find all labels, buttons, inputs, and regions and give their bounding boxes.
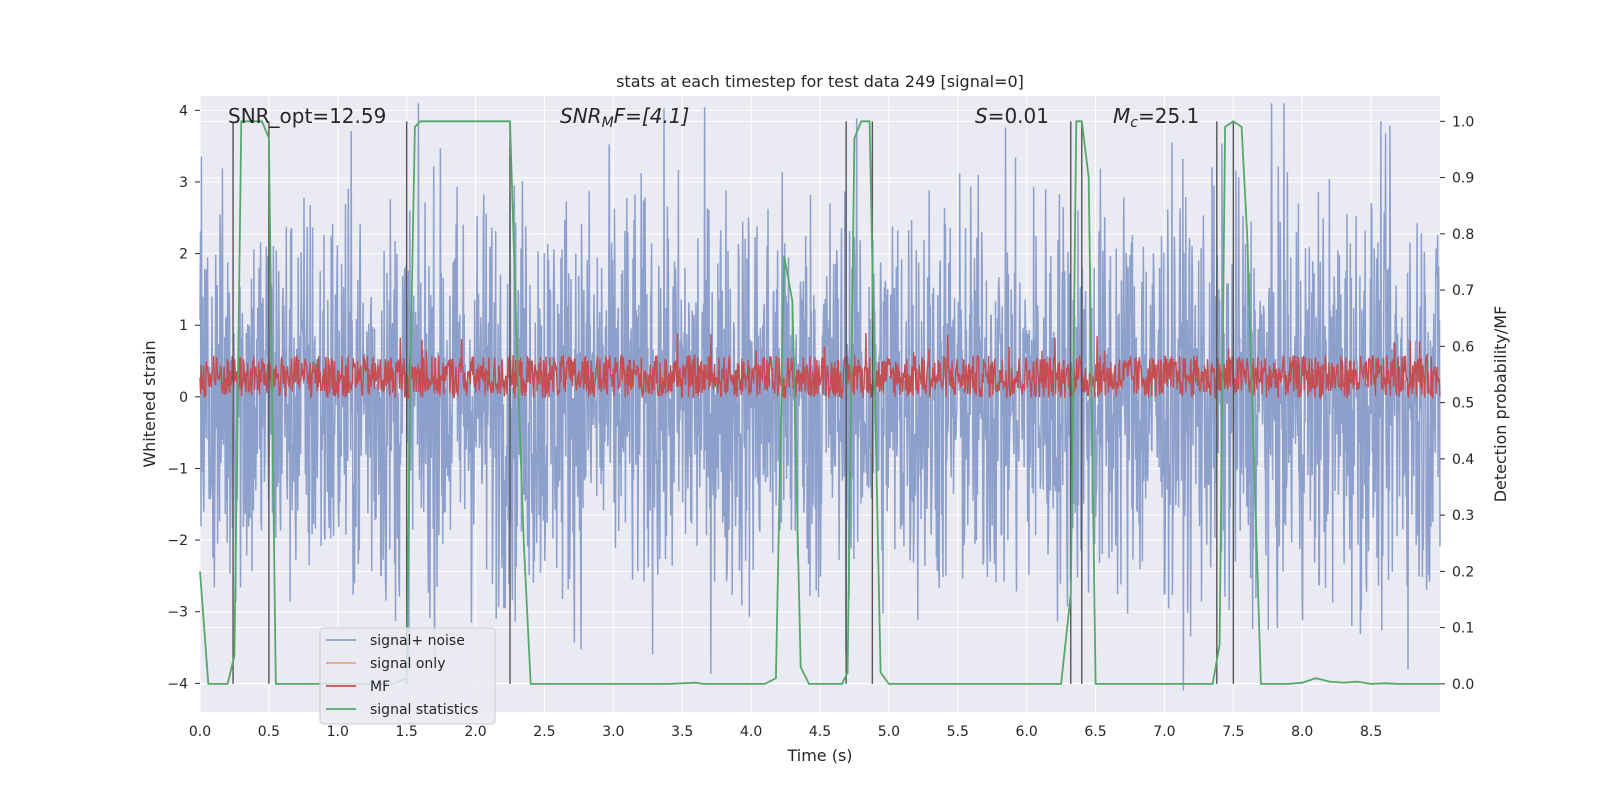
x-tick-label: 7.0 bbox=[1153, 724, 1175, 740]
annotation-mc-sub: c bbox=[1130, 115, 1138, 131]
y-left-tick-label: −1 bbox=[167, 461, 188, 477]
x-tick-label: 3.0 bbox=[602, 724, 624, 740]
x-tick-label: 1.0 bbox=[327, 724, 349, 740]
legend-label-signal-statistics: signal statistics bbox=[370, 702, 478, 718]
legend-label-signal-only: signal only bbox=[370, 656, 445, 672]
x-tick-label: 5.5 bbox=[947, 724, 969, 740]
x-tick-label: 6.5 bbox=[1084, 724, 1106, 740]
x-axis-ticks: 0.0 0.5 1.0 1.5 2.0 2.5 3.0 3.5 4.0 4.5 5.0 5.5 6.0 6… bbox=[189, 724, 1382, 740]
annotation-snr-opt: SNR_opt=12.59 bbox=[228, 104, 386, 128]
y-left-tick-label: −4 bbox=[167, 676, 188, 692]
x-tick-label: 0.5 bbox=[258, 724, 280, 740]
y-left-tick-label: 1 bbox=[179, 318, 188, 334]
y-right-tick-label: 0.7 bbox=[1452, 283, 1474, 299]
y-right-tick-label: 0.4 bbox=[1452, 452, 1474, 468]
x-tick-label: 1.5 bbox=[396, 724, 418, 740]
annotation-mc: Mc=25.1 bbox=[1113, 104, 1199, 131]
y-right-tick-label: 0.9 bbox=[1452, 171, 1474, 187]
legend: signal+ noise signal only MF signal stat… bbox=[319, 627, 496, 725]
y-right-axis-ticks: 0.0 0.1 0.2 0.3 0.4 0.5 0.6 0.7 0.8 0.9 1.0 bbox=[1440, 114, 1474, 693]
y-left-tick-label: 2 bbox=[179, 247, 188, 263]
annotation-mc-main: M bbox=[1113, 104, 1130, 128]
y-left-tick-label: −2 bbox=[167, 533, 188, 549]
legend-box bbox=[319, 627, 496, 725]
y-left-axis-ticks: −4 −3 −2 −1 0 1 2 3 4 bbox=[167, 103, 200, 692]
y-right-tick-label: 0.6 bbox=[1452, 339, 1474, 355]
y-right-tick-label: 0.2 bbox=[1452, 564, 1474, 580]
y-right-tick-label: 0.8 bbox=[1452, 227, 1474, 243]
y-left-tick-label: 4 bbox=[179, 103, 188, 119]
annotation-snr-mf-rest: F=[4.1] bbox=[614, 104, 690, 128]
x-tick-label: 8.5 bbox=[1360, 724, 1382, 740]
x-tick-label: 2.5 bbox=[533, 724, 555, 740]
annotation-s-main: S bbox=[975, 104, 988, 128]
x-axis-label: Time (s) bbox=[786, 746, 852, 765]
x-tick-label: 0.0 bbox=[189, 724, 211, 740]
y-left-tick-label: 3 bbox=[179, 175, 188, 191]
y-right-tick-label: 1.0 bbox=[1452, 114, 1474, 130]
y-left-axis-label: Whitened strain bbox=[140, 340, 159, 467]
annotation-snr-mf: SNRMF=[4.1] bbox=[560, 104, 689, 131]
x-tick-label: 4.5 bbox=[809, 724, 831, 740]
x-tick-label: 7.5 bbox=[1222, 724, 1244, 740]
x-tick-label: 6.0 bbox=[1016, 724, 1038, 740]
x-tick-label: 2.0 bbox=[464, 724, 486, 740]
y-left-tick-label: −3 bbox=[167, 605, 188, 621]
annotation-snr-mf-sub: M bbox=[602, 115, 614, 131]
x-tick-label: 8.0 bbox=[1291, 724, 1313, 740]
x-tick-label: 3.5 bbox=[671, 724, 693, 740]
x-tick-label: 5.0 bbox=[878, 724, 900, 740]
y-right-tick-label: 0.3 bbox=[1452, 508, 1474, 524]
y-right-tick-label: 0.0 bbox=[1452, 677, 1474, 693]
x-tick-label: 4.0 bbox=[740, 724, 762, 740]
legend-label-signal-noise: signal+ noise bbox=[370, 633, 465, 649]
annotation-mc-rest: =25.1 bbox=[1138, 104, 1199, 128]
y-right-tick-label: 0.5 bbox=[1452, 396, 1474, 412]
chart-title: stats at each timestep for test data 249… bbox=[616, 72, 1024, 91]
vertical-lines bbox=[232, 121, 1235, 684]
y-right-axis-label: Detection probability/MF bbox=[1491, 306, 1510, 503]
legend-label-mf: MF bbox=[370, 679, 390, 695]
annotation-snr-mf-main: SNR bbox=[560, 104, 602, 128]
y-left-tick-label: 0 bbox=[179, 390, 188, 406]
annotation-s-rest: =0.01 bbox=[988, 104, 1049, 128]
annotation-s: S=0.01 bbox=[975, 104, 1049, 128]
y-right-tick-label: 0.1 bbox=[1452, 621, 1474, 637]
